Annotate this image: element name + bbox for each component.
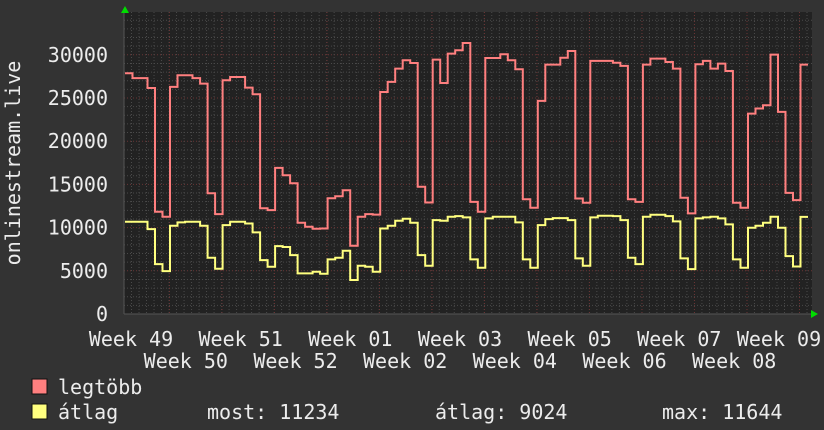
x-tick-label: Week 49: [89, 327, 173, 351]
x-tick-label: Week 52: [253, 349, 337, 373]
x-tick-label: Week 02: [363, 349, 447, 373]
x-tick-label: Week 06: [582, 349, 666, 373]
x-tick-label: Week 51: [199, 327, 283, 351]
legend-label-max: legtöbb: [58, 375, 142, 399]
x-tick-label: Week 07: [637, 327, 721, 351]
series-line-max: [125, 42, 808, 247]
x-axis-arrow-icon: [811, 310, 818, 318]
x-tick-label: Week 08: [692, 349, 776, 373]
stat-max: max: 11644: [662, 400, 782, 424]
x-tick-label: Week 09: [737, 327, 821, 351]
y-tick-label: 0: [96, 302, 108, 326]
y-tick-label: 30000: [48, 43, 108, 67]
stat-now: most: 11234: [207, 400, 339, 424]
y-tick-label: 20000: [48, 129, 108, 153]
stat-avg: átlag: 9024: [435, 400, 567, 424]
y-tick-label: 5000: [60, 259, 108, 283]
y-axis-label: onlinestream.live: [1, 61, 25, 266]
legend-swatch-max: [31, 378, 48, 395]
legend-swatch-avg: [31, 403, 48, 420]
x-tick-label: Week 01: [308, 327, 392, 351]
series-lines: [125, 42, 808, 281]
y-axis-arrow-icon: [121, 6, 129, 13]
y-tick-label: 25000: [48, 86, 108, 110]
y-tick-label: 10000: [48, 216, 108, 240]
x-tick-label: Week 05: [528, 327, 612, 351]
legend-label-avg: átlag: [58, 400, 118, 424]
y-axis-ticks: 0 5000 10000 15000 20000 25000 30000: [48, 43, 108, 326]
x-tick-label: Week 03: [418, 327, 502, 351]
y-tick-label: 15000: [48, 172, 108, 196]
series-line-avg: [125, 213, 808, 281]
plot-area: [124, 12, 812, 314]
x-tick-label: Week 50: [144, 349, 228, 373]
x-tick-label: Week 04: [473, 349, 557, 373]
